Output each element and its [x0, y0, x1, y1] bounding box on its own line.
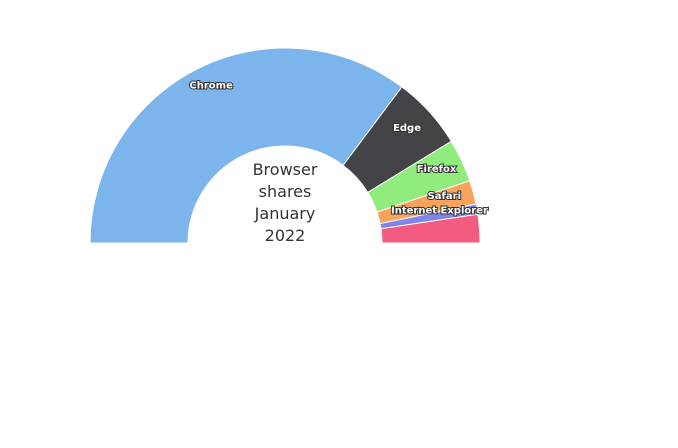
data-label-safari: Safari [428, 191, 461, 202]
data-label-internet-explorer: Internet Explorer [391, 205, 488, 216]
slice-labels: Chrome Edge Firefox Safari Internet Explorer [188, 79, 489, 217]
data-label-firefox: Firefox [417, 164, 457, 175]
slice-unlabeled[interactable] [380, 213, 481, 244]
chart-title-line: 2022 [265, 226, 306, 245]
chart-title-line: shares [259, 182, 312, 201]
data-label-edge: Edge [393, 123, 421, 134]
chart-title-line: Browser [253, 160, 318, 179]
slice-chrome[interactable] [89, 47, 403, 244]
data-label-chrome: Chrome [189, 80, 233, 91]
pie-slices [89, 47, 481, 244]
chart-title: Browser shares January 2022 [253, 160, 318, 245]
chart-title-line: January [254, 204, 316, 223]
